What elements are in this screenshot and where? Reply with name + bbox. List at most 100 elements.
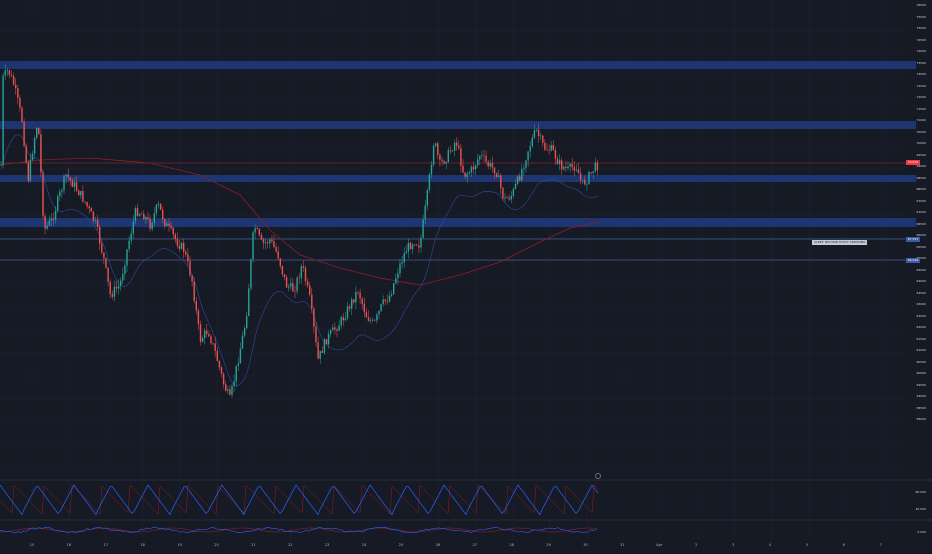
candle-body <box>386 300 389 302</box>
candle-body <box>201 337 204 342</box>
candle-body <box>309 285 311 295</box>
candle-body <box>40 134 42 173</box>
alert-line-label[interactable]: ALERT: BTC/USD 67537 CROSSING <box>812 240 868 245</box>
moving-average-line <box>0 134 599 386</box>
candle-body <box>346 306 349 319</box>
candle-body <box>153 213 155 223</box>
candle-body <box>456 142 458 146</box>
candle-body <box>411 244 414 250</box>
candle-body <box>269 239 271 244</box>
price-axis-label: 62500 <box>916 313 926 318</box>
candle-body <box>117 285 120 289</box>
candle-body <box>424 205 426 220</box>
time-axis-label: 18 <box>140 543 144 547</box>
candle-body <box>531 137 533 147</box>
candle-body <box>584 179 586 185</box>
candle-body <box>126 249 128 266</box>
candle-body <box>248 288 250 317</box>
candle-body <box>250 259 252 289</box>
price-axis-label: 70500 <box>916 129 926 134</box>
candle-body <box>231 385 233 395</box>
candle-body <box>138 214 141 216</box>
candle-body <box>109 281 111 295</box>
price-axis-label: 61500 <box>916 336 926 341</box>
candle-body <box>130 233 132 241</box>
candle-body <box>474 165 477 170</box>
candle-body <box>504 197 506 199</box>
oscillator-settings-icon[interactable] <box>595 473 601 479</box>
candle-body <box>21 107 23 122</box>
candle-body <box>468 172 470 174</box>
chart-grid <box>0 0 932 540</box>
time-axis-label: 30 <box>583 543 587 547</box>
candle-body <box>122 273 124 281</box>
candle-body <box>281 265 284 275</box>
candle-body <box>50 218 53 221</box>
candle-body <box>285 277 288 288</box>
candle-body <box>61 190 63 192</box>
candle-body <box>380 304 382 311</box>
candle-body <box>143 213 145 220</box>
price-axis-label: 69500 <box>916 152 926 157</box>
time-axis-label: 20 <box>214 543 218 547</box>
price-axis-label: 61000 <box>916 348 926 352</box>
price-axis[interactable]: 76000 75500 75000 74500 74000 73500 73000 72500… <box>902 0 932 540</box>
candle-body <box>535 129 538 131</box>
candle-body <box>168 223 170 226</box>
sr-zone <box>0 175 916 182</box>
time-axis-label: 6 <box>843 543 845 547</box>
candle-body <box>170 225 172 228</box>
candle-body <box>155 204 158 214</box>
candle-body <box>466 173 468 177</box>
candle-body <box>399 263 401 274</box>
price-axis-label: 68000 <box>916 187 926 191</box>
candle-body <box>29 159 32 181</box>
candle-body <box>540 135 542 137</box>
candle-body <box>132 221 134 234</box>
candle-body <box>342 317 344 321</box>
time-axis-label: 17 <box>104 543 108 547</box>
candle-body <box>189 261 191 276</box>
candle-body <box>283 274 286 278</box>
candle-body <box>92 211 95 221</box>
candle-body <box>569 163 571 167</box>
time-axis-label: 15 <box>30 543 34 547</box>
price-axis-label: 63500 <box>916 290 926 295</box>
candle-body <box>65 174 67 177</box>
candle-body <box>227 389 229 391</box>
price-axis-label: 58500 <box>916 405 926 410</box>
candle-body <box>334 327 336 330</box>
price-axis-label: 58000 <box>916 417 926 421</box>
oscillator-panel <box>0 484 599 534</box>
candle-body <box>317 342 319 359</box>
candle-body <box>59 191 61 197</box>
candle-body <box>512 188 515 196</box>
candle-body <box>378 310 380 315</box>
candle-body <box>86 202 88 207</box>
candle-body <box>90 208 92 212</box>
candle-body <box>355 292 357 303</box>
candle-body <box>243 328 246 336</box>
candle-body <box>414 244 416 246</box>
price-axis-label: 69000 <box>916 164 926 168</box>
candle-body <box>54 210 57 220</box>
candle-body <box>96 220 99 228</box>
candle-body <box>204 330 206 338</box>
candle-body <box>571 163 573 168</box>
price-axis-label: 72000 <box>916 95 926 99</box>
candle-body <box>185 251 187 255</box>
candle-body <box>187 254 189 262</box>
price-axis-label: 67000 <box>916 210 926 214</box>
candle-body <box>596 162 599 171</box>
candle-body <box>233 381 235 386</box>
candle-body <box>19 97 21 108</box>
candle-body <box>145 217 147 220</box>
candle-body <box>493 167 496 174</box>
candle-body <box>575 169 578 171</box>
candle-body <box>124 265 126 274</box>
time-axis-label: 24 <box>362 543 367 547</box>
price-axis-label: 60500 <box>916 359 926 364</box>
candle-body <box>46 225 48 229</box>
candle-body <box>63 176 65 191</box>
